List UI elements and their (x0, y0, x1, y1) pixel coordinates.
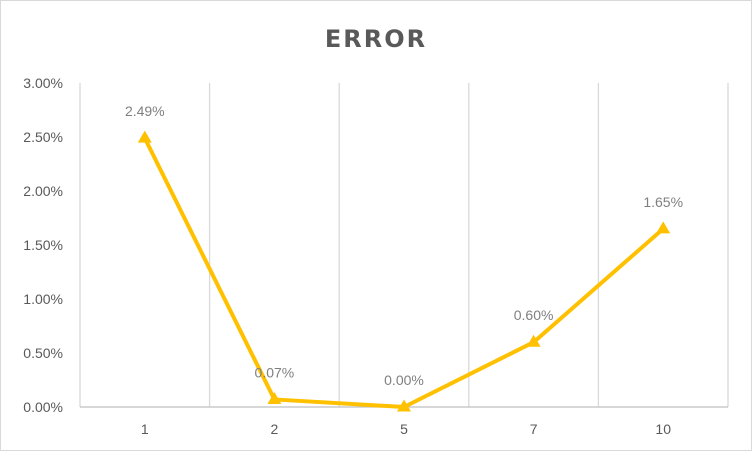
triangle-marker (137, 130, 152, 143)
series-error (137, 130, 671, 412)
triangle-marker (526, 334, 541, 347)
y-tick-label: 0.00% (23, 399, 63, 415)
x-tick-label: 10 (655, 421, 671, 437)
y-tick-label: 1.50% (23, 237, 63, 253)
x-tick-label: 7 (530, 421, 538, 437)
y-tick-label: 3.00% (23, 75, 63, 91)
x-tick-label: 5 (400, 421, 408, 437)
data-label: 1.65% (643, 194, 683, 210)
data-label: 0.00% (384, 372, 424, 388)
y-tick-label: 1.00% (23, 291, 63, 307)
x-axis-tick-labels: 1 2 5 7 10 (141, 421, 671, 437)
data-label: 0.07% (255, 364, 295, 380)
data-label: 0.60% (514, 307, 554, 323)
y-tick-label: 2.50% (23, 129, 63, 145)
series-line (142, 136, 666, 409)
y-tick-label: 2.00% (23, 183, 63, 199)
gridlines (79, 83, 729, 407)
triangle-marker (656, 221, 671, 234)
triangle-marker (397, 399, 411, 412)
data-labels: 2.49% 0.07% 0.00% 0.60% 1.65% (125, 103, 683, 388)
chart-title: ERROR (325, 25, 427, 53)
y-tick-label: 0.50% (23, 345, 63, 361)
triangle-marker (267, 392, 282, 404)
y-axis-tick-labels: 0.00% 0.50% 1.00% 1.50% 2.00% 2.50% 3.00% (23, 75, 63, 415)
x-tick-label: 1 (141, 421, 149, 437)
x-tick-label: 2 (271, 421, 279, 437)
data-label: 2.49% (125, 103, 165, 119)
